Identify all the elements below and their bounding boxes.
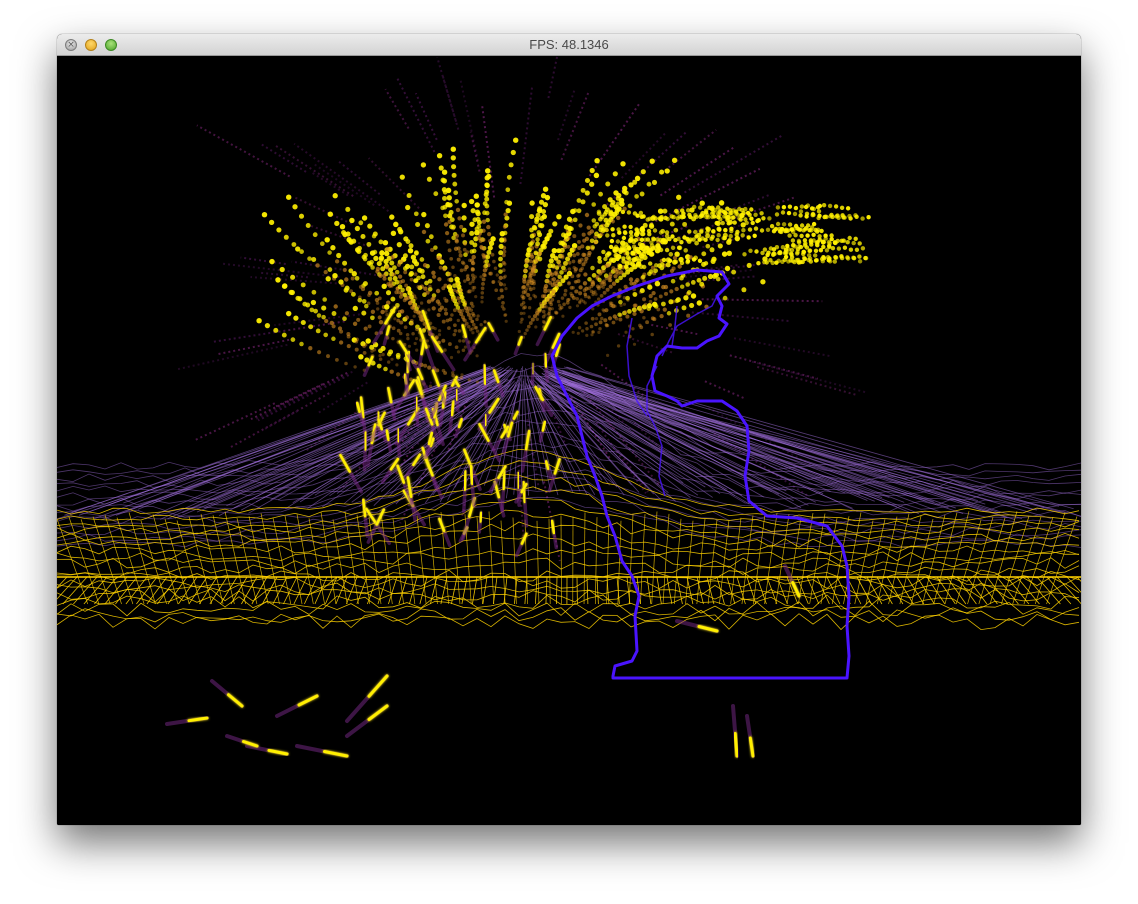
app-window: × FPS: 48.1346 [57,34,1081,825]
zoom-button[interactable] [105,39,117,51]
particle-streaks [165,305,801,758]
visualization-canvas [57,56,1081,825]
title-bar[interactable]: × FPS: 48.1346 [57,34,1081,56]
purple-mesh [57,353,1081,549]
window-title: FPS: 48.1346 [529,37,609,52]
minimize-button[interactable] [85,39,97,51]
figure-inner-contour [626,295,718,497]
render-viewport[interactable] [57,56,1081,825]
background [57,56,1081,825]
particle-trails [256,137,871,388]
close-icon: × [67,40,75,50]
close-button[interactable]: × [65,39,77,51]
figure-silhouette [550,268,851,680]
